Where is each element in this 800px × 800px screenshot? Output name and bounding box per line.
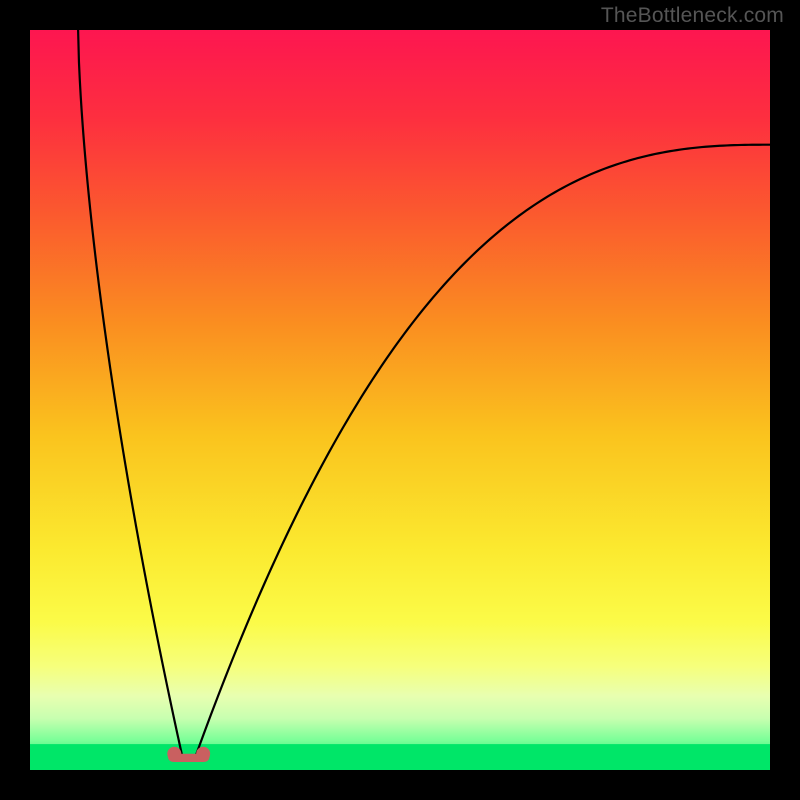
chart-frame: TheBottleneck.com — [0, 0, 800, 800]
watermark-text: TheBottleneck.com — [601, 4, 784, 28]
minimum-marker-dot-left — [167, 747, 181, 761]
chart-svg — [30, 30, 770, 770]
gradient-background — [30, 30, 770, 770]
minimum-marker-dot-right — [196, 747, 210, 761]
green-band — [30, 744, 770, 770]
plot-area — [30, 30, 770, 770]
